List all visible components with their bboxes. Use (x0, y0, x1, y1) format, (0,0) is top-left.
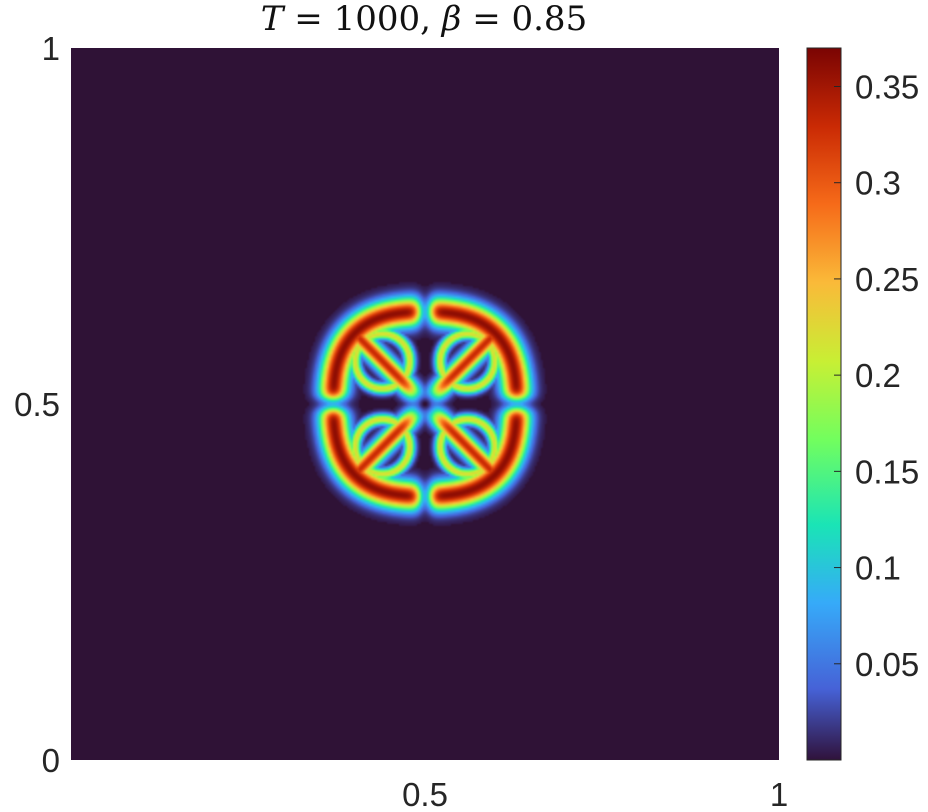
x-tick-label: 0.5 (402, 776, 448, 812)
y-tick-label: 0 (42, 742, 60, 779)
y-tick-label: 1 (42, 30, 60, 67)
colorbar-tick-label: 0.15 (855, 453, 919, 490)
colorbar-tick-label: 0.3 (855, 165, 901, 202)
y-axis-ticks: 00.51 (14, 30, 60, 779)
colorbar: 0.05 0.1 0.15 0.2 0.25 0.3 0.35 (806, 47, 919, 761)
title-var-beta: β (440, 0, 462, 39)
x-tick-label: 1 (770, 776, 788, 812)
title-beta-value: = 0.85 (461, 0, 587, 39)
y-tick-label: 0.5 (14, 386, 60, 423)
title-rest: = 1000, (283, 0, 441, 39)
colorbar-gradient (807, 48, 841, 760)
colorbar-tick-label: 0.35 (855, 68, 919, 105)
colorbar-border (806, 47, 842, 761)
colorbar-ticks: 0.05 0.1 0.15 0.2 0.25 0.3 0.35 (834, 68, 919, 683)
colorbar-tick-label: 0.05 (855, 646, 919, 683)
title-var-t: T (261, 0, 286, 39)
chart-title: T = 1000, β = 0.85 (261, 0, 587, 39)
x-axis-ticks: 0.5 1 (402, 776, 788, 812)
colorbar-tick-label: 0.1 (855, 550, 901, 587)
heatmap-plot (71, 48, 779, 760)
colorbar-tick-label: 0.2 (855, 357, 901, 394)
heatmap-field (71, 48, 779, 760)
colorbar-tick-label: 0.25 (855, 261, 919, 298)
